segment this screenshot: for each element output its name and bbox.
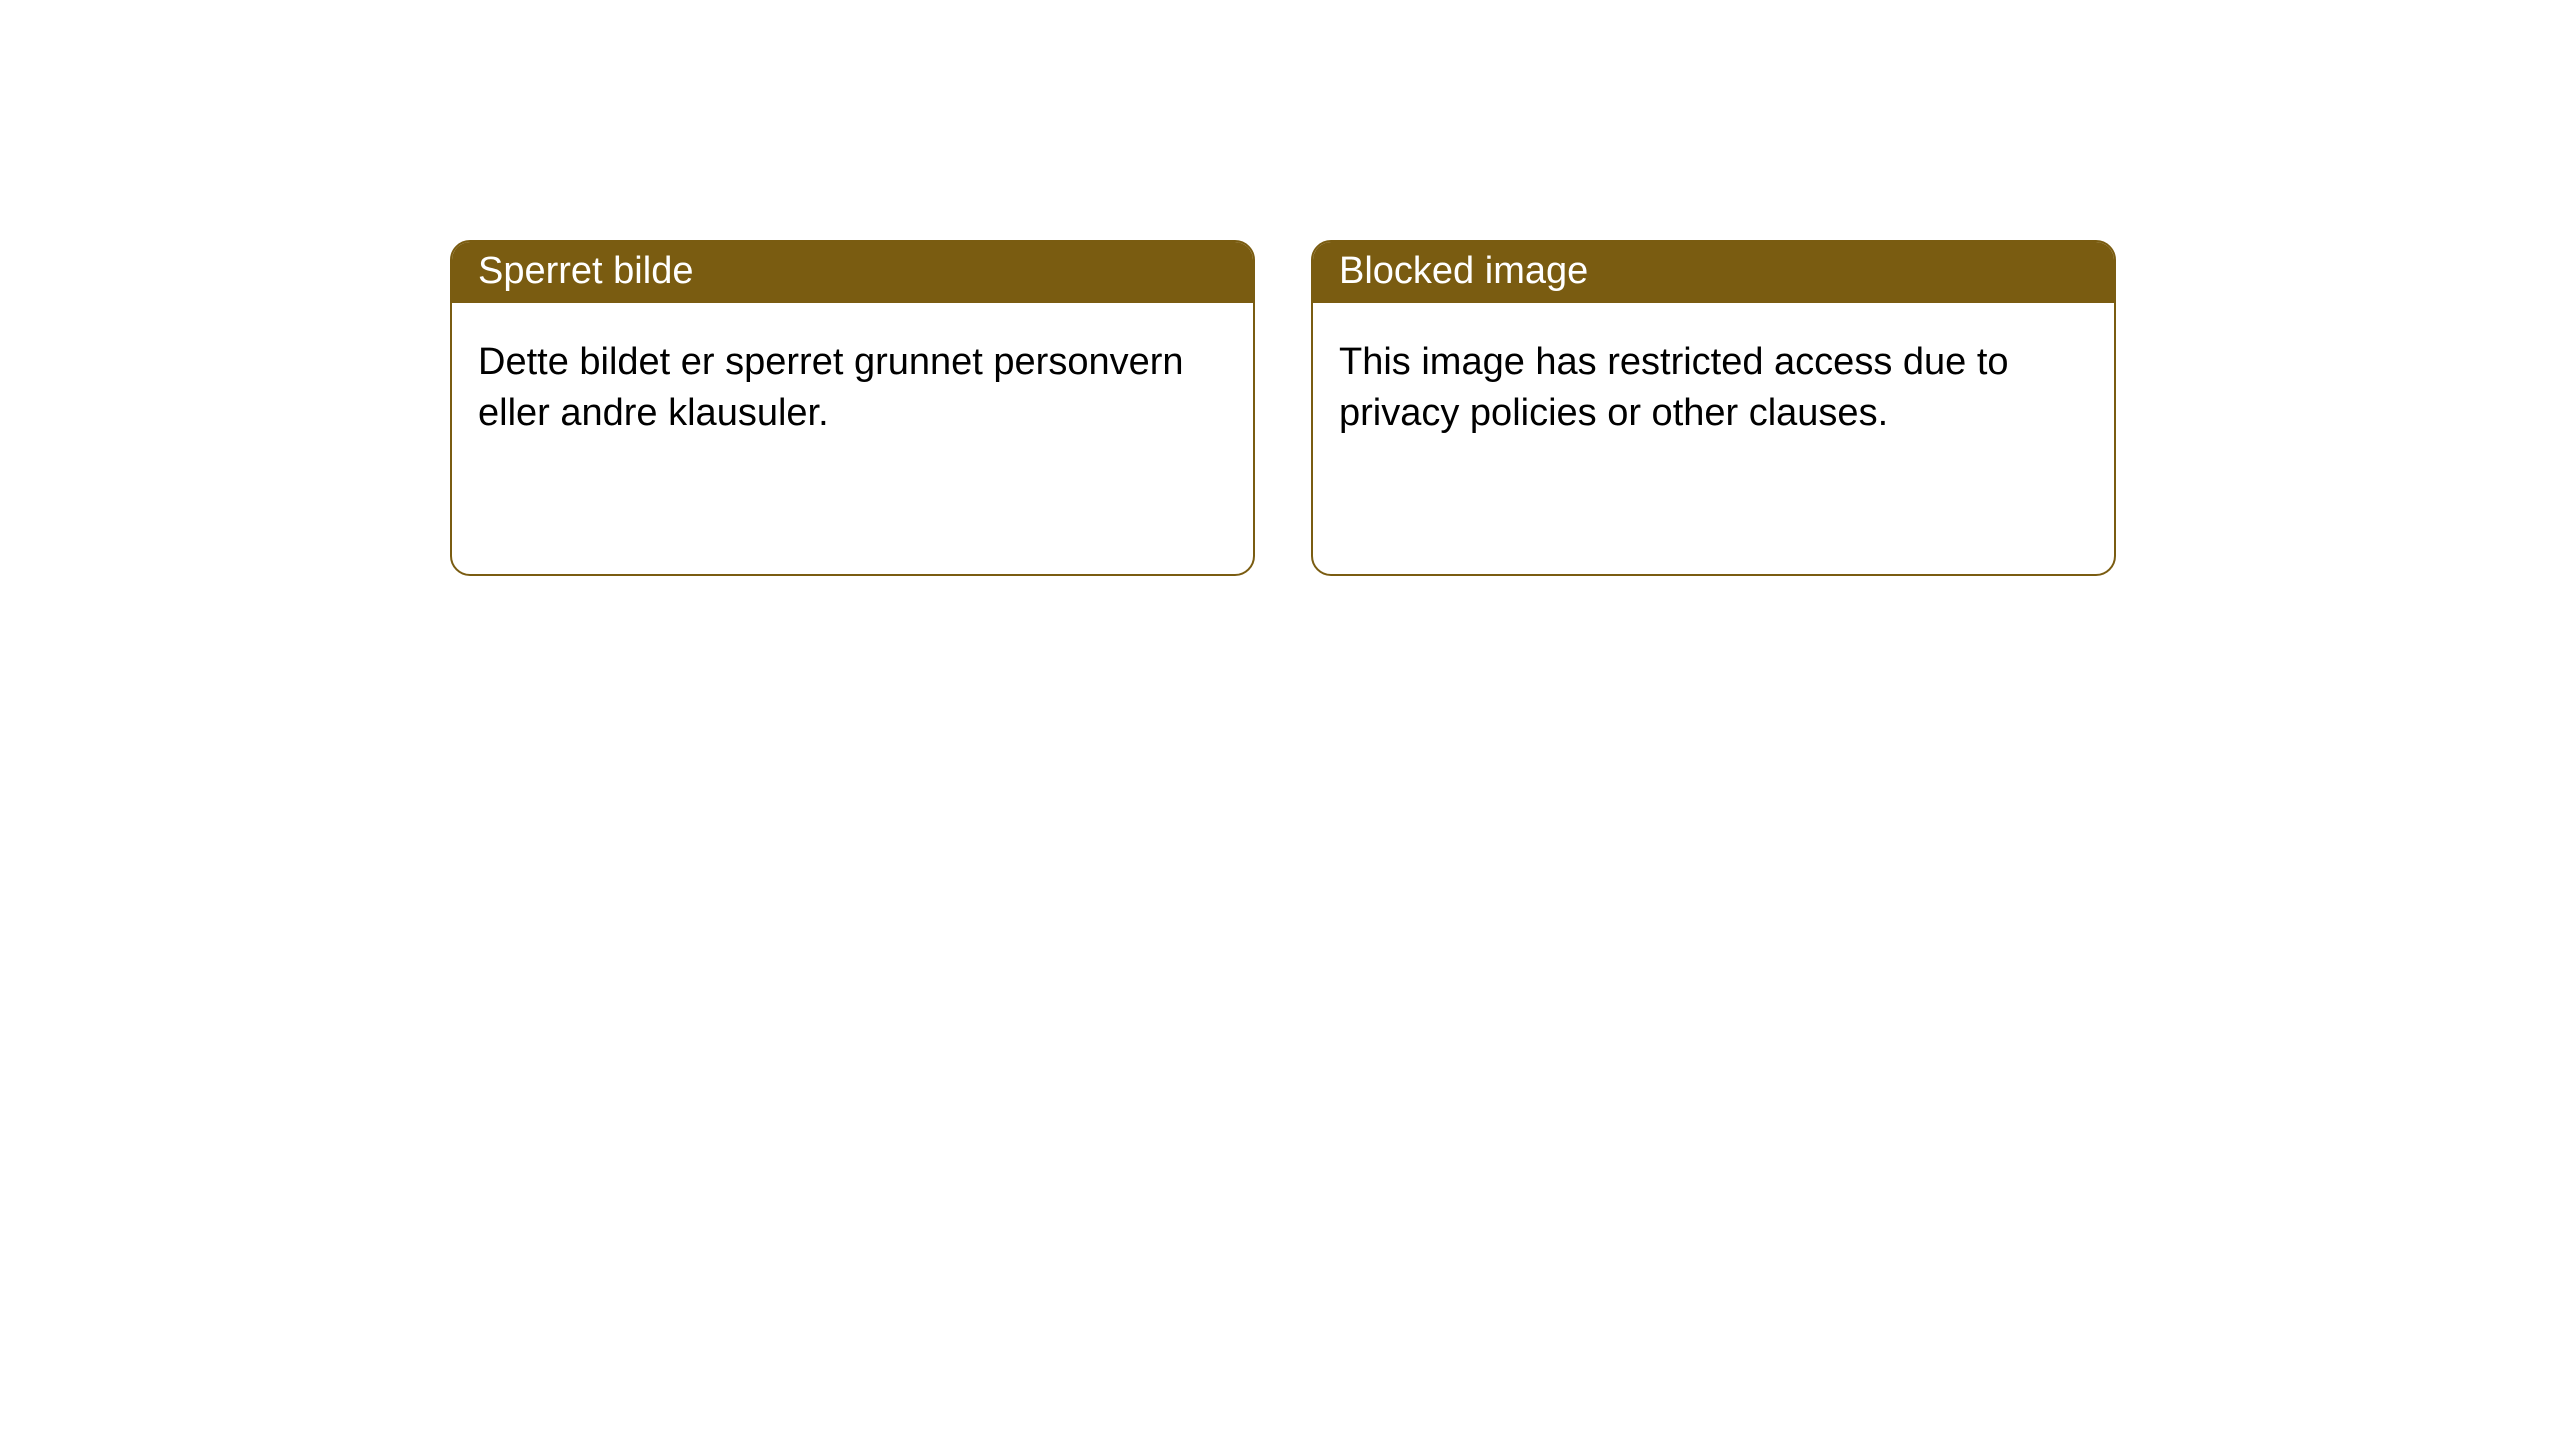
notice-title-norwegian: Sperret bilde [452, 242, 1253, 303]
notice-title-english: Blocked image [1313, 242, 2114, 303]
notice-card-english: Blocked image This image has restricted … [1311, 240, 2116, 576]
notices-container: Sperret bilde Dette bildet er sperret gr… [0, 0, 2560, 576]
notice-body-english: This image has restricted access due to … [1313, 303, 2114, 474]
notice-body-norwegian: Dette bildet er sperret grunnet personve… [452, 303, 1253, 474]
notice-card-norwegian: Sperret bilde Dette bildet er sperret gr… [450, 240, 1255, 576]
